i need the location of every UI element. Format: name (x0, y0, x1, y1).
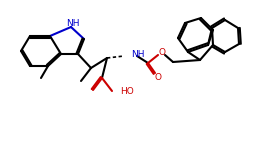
Text: O: O (159, 47, 165, 56)
Text: NH: NH (66, 19, 80, 27)
Text: HO: HO (120, 86, 134, 96)
Text: O: O (154, 72, 162, 81)
Text: NH: NH (131, 50, 144, 59)
